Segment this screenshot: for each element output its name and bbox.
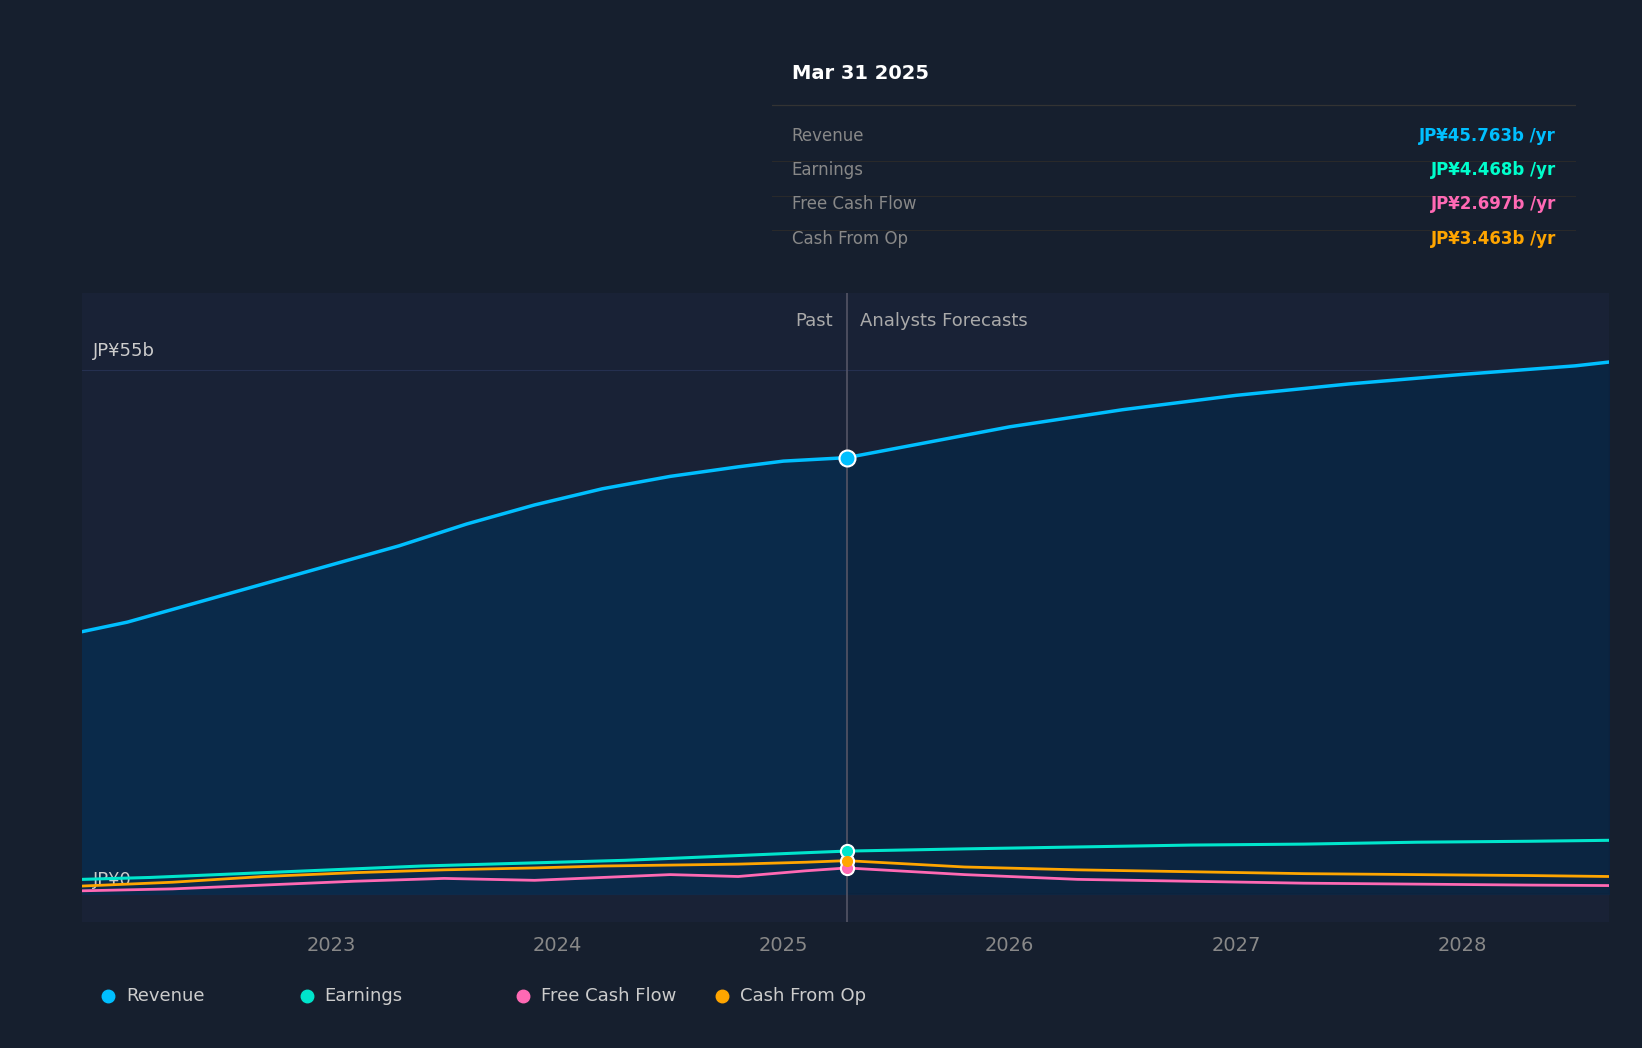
Text: Earnings: Earnings <box>791 161 864 179</box>
Text: Earnings: Earnings <box>325 986 402 1005</box>
Text: Analysts Forecasts: Analysts Forecasts <box>860 312 1028 330</box>
Text: Mar 31 2025: Mar 31 2025 <box>791 64 929 83</box>
Text: JP¥3.463b /yr: JP¥3.463b /yr <box>1430 230 1557 247</box>
Text: JP¥2.697b /yr: JP¥2.697b /yr <box>1430 195 1557 213</box>
Text: Cash From Op: Cash From Op <box>791 230 908 247</box>
Text: Free Cash Flow: Free Cash Flow <box>542 986 677 1005</box>
Text: JP¥55b: JP¥55b <box>94 342 156 361</box>
Text: Free Cash Flow: Free Cash Flow <box>791 195 916 213</box>
Text: Past: Past <box>796 312 832 330</box>
Text: Revenue: Revenue <box>126 986 205 1005</box>
Text: Revenue: Revenue <box>791 127 864 145</box>
Text: JP¥45.763b /yr: JP¥45.763b /yr <box>1419 127 1557 145</box>
Text: JP¥4.468b /yr: JP¥4.468b /yr <box>1430 161 1557 179</box>
Text: Cash From Op: Cash From Op <box>741 986 867 1005</box>
Text: JP¥0: JP¥0 <box>94 871 131 889</box>
